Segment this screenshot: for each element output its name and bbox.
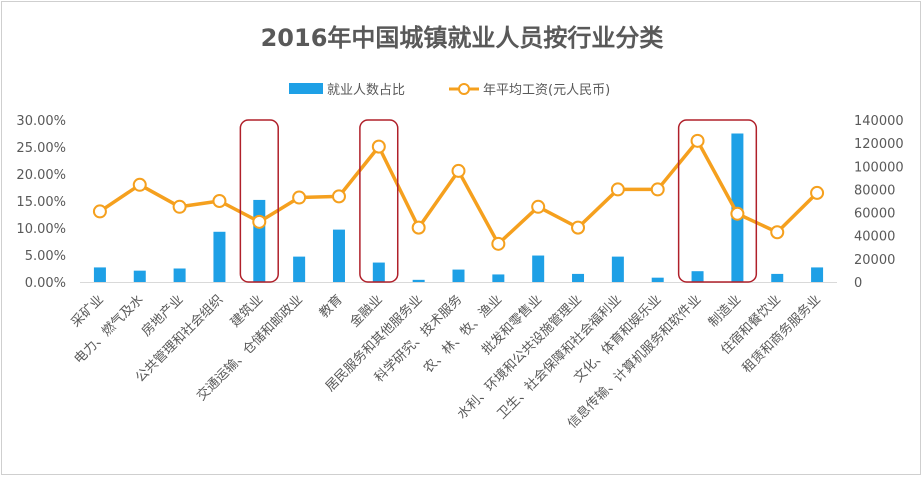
y-right-tick-label: 40000: [854, 230, 895, 245]
wage-point: [770, 225, 785, 240]
y-left-tick-label: 10.00%: [16, 222, 66, 237]
y-left-tick-label: 15.00%: [16, 195, 66, 210]
wage-point: [810, 185, 825, 200]
bar: [811, 267, 824, 282]
legend-line-label: 年平均工资(元人民币): [483, 83, 610, 98]
y-left-tick-label: 5.00%: [25, 249, 66, 264]
x-category-label: 电力、燃气及水: [71, 292, 147, 368]
x-category-label: 制造业: [706, 292, 744, 330]
wage-point: [132, 177, 147, 192]
bar: [213, 231, 226, 282]
highlight-box: [677, 119, 758, 283]
bar: [412, 279, 425, 282]
wage-point: [451, 163, 466, 178]
x-category-label: 金融业: [347, 292, 386, 331]
y-left-tick-label: 20.00%: [16, 168, 66, 183]
bar: [572, 273, 585, 282]
y-right-tick-label: 80000: [854, 183, 895, 198]
y-left-tick-label: 30.00%: [16, 114, 66, 129]
bar: [93, 267, 106, 282]
legend-bar-label: 就业人数占比: [327, 83, 405, 98]
wage-point: [411, 220, 426, 235]
bar: [691, 271, 704, 282]
bar: [253, 199, 266, 282]
wage-point: [730, 206, 745, 221]
wage-point: [650, 182, 665, 197]
x-category-label: 建筑业: [227, 292, 266, 331]
bar: [492, 274, 505, 282]
wage-point: [292, 190, 307, 205]
bar: [452, 269, 465, 282]
wage-point: [531, 199, 546, 214]
wage-point: [610, 182, 625, 197]
bar: [293, 256, 306, 282]
wage-point: [690, 133, 705, 148]
bar: [532, 255, 545, 282]
y-right-tick-label: 100000: [854, 160, 904, 175]
y-right-tick-label: 120000: [854, 137, 904, 152]
x-category-label: 采矿业: [69, 292, 107, 330]
x-category-label: 教育: [316, 292, 346, 322]
y-right-tick-label: 60000: [854, 207, 895, 222]
wage-point: [491, 236, 506, 251]
legend-line-marker: [458, 83, 470, 95]
y-left-tick-label: 25.00%: [16, 141, 66, 156]
y-right-tick-label: 20000: [854, 253, 895, 268]
bar: [173, 268, 186, 282]
wage-line: [98, 139, 819, 246]
highlight-box: [239, 119, 279, 283]
bar: [651, 277, 664, 282]
bar: [332, 229, 345, 282]
y-left-tick-label: 0.00%: [25, 276, 66, 291]
bar: [372, 262, 385, 282]
y-right-tick-label: 0: [854, 276, 862, 291]
wage-point: [212, 194, 227, 208]
legend-bar-swatch: [289, 83, 323, 94]
bar: [771, 273, 784, 282]
wage-point: [92, 204, 107, 219]
chart-title: 2016年中国城镇就业人员按行业分类: [260, 24, 664, 52]
wage-point: [371, 139, 386, 154]
wage-point: [172, 199, 187, 214]
wage-point: [252, 214, 267, 229]
y-right-tick-label: 140000: [854, 114, 904, 129]
wage-point: [571, 220, 586, 235]
highlight-box: [359, 119, 399, 283]
bar: [611, 256, 624, 282]
wage-point: [331, 189, 346, 204]
bar: [133, 270, 146, 282]
